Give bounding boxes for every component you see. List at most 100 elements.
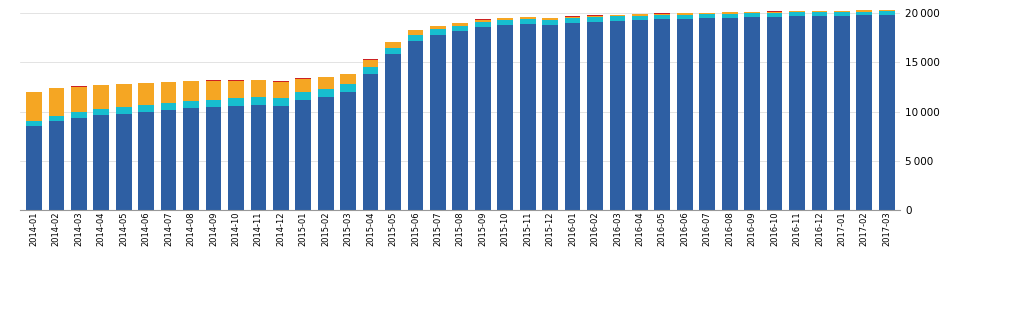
Bar [48, 121, 64, 210]
Bar [811, 16, 828, 210]
Bar [251, 105, 266, 210]
Bar [587, 22, 603, 210]
Bar [542, 20, 558, 25]
Bar [93, 85, 109, 109]
Bar [161, 103, 176, 110]
Bar [497, 18, 514, 20]
Bar [407, 40, 424, 210]
Bar [677, 15, 693, 19]
Bar [856, 11, 873, 15]
Bar [834, 12, 850, 16]
Bar [745, 13, 760, 17]
Bar [318, 97, 333, 210]
Bar [677, 19, 693, 210]
Bar [475, 22, 491, 27]
Bar [722, 18, 738, 210]
Bar [520, 19, 535, 24]
Bar [341, 84, 356, 92]
Bar [610, 15, 625, 16]
Bar [677, 13, 693, 15]
Bar [273, 106, 288, 210]
Bar [811, 11, 828, 12]
Bar [610, 16, 625, 21]
Bar [71, 118, 87, 210]
Bar [183, 81, 198, 101]
Bar [722, 14, 738, 18]
Bar [228, 81, 243, 99]
Bar [116, 84, 132, 107]
Bar [251, 80, 266, 97]
Bar [565, 23, 580, 210]
Bar [766, 12, 783, 13]
Bar [655, 14, 670, 15]
Bar [93, 109, 109, 116]
Bar [116, 107, 132, 113]
Bar [497, 25, 514, 210]
Bar [520, 24, 535, 210]
Bar [879, 11, 895, 15]
Bar [655, 15, 670, 19]
Bar [475, 27, 491, 210]
Bar [856, 15, 873, 210]
Bar [542, 19, 558, 20]
Bar [452, 31, 469, 210]
Bar [700, 14, 715, 18]
Bar [407, 31, 424, 35]
Bar [430, 26, 446, 29]
Bar [587, 17, 603, 22]
Bar [26, 126, 42, 210]
Bar [766, 13, 783, 17]
Bar [206, 99, 221, 107]
Bar [565, 17, 580, 18]
Bar [251, 97, 266, 105]
Bar [296, 78, 311, 92]
Bar [700, 13, 715, 14]
Bar [632, 20, 648, 210]
Bar [789, 12, 805, 16]
Bar [587, 16, 603, 17]
Bar [407, 35, 424, 40]
Bar [318, 89, 333, 97]
Bar [632, 15, 648, 20]
Bar [452, 26, 469, 31]
Bar [700, 18, 715, 210]
Bar [430, 35, 446, 210]
Bar [228, 106, 243, 210]
Bar [386, 42, 401, 48]
Bar [48, 116, 64, 121]
Bar [93, 116, 109, 210]
Bar [183, 108, 198, 210]
Bar [183, 101, 198, 108]
Bar [430, 29, 446, 35]
Bar [386, 48, 401, 54]
Bar [722, 12, 738, 14]
Bar [363, 74, 379, 210]
Bar [138, 112, 154, 210]
Bar [879, 15, 895, 210]
Bar [161, 110, 176, 210]
Bar [363, 60, 379, 67]
Bar [879, 10, 895, 11]
Bar [26, 92, 42, 121]
Bar [834, 16, 850, 210]
Bar [363, 67, 379, 74]
Bar [811, 12, 828, 16]
Bar [116, 113, 132, 210]
Bar [610, 21, 625, 210]
Bar [273, 99, 288, 106]
Bar [228, 99, 243, 106]
Bar [542, 25, 558, 210]
Bar [26, 121, 42, 126]
Bar [766, 17, 783, 210]
Bar [789, 11, 805, 12]
Bar [745, 12, 760, 13]
Bar [138, 105, 154, 112]
Bar [161, 82, 176, 103]
Bar [318, 77, 333, 89]
Bar [138, 83, 154, 105]
Bar [632, 14, 648, 15]
Bar [206, 81, 221, 99]
Bar [475, 20, 491, 22]
Bar [48, 88, 64, 116]
Bar [296, 100, 311, 210]
